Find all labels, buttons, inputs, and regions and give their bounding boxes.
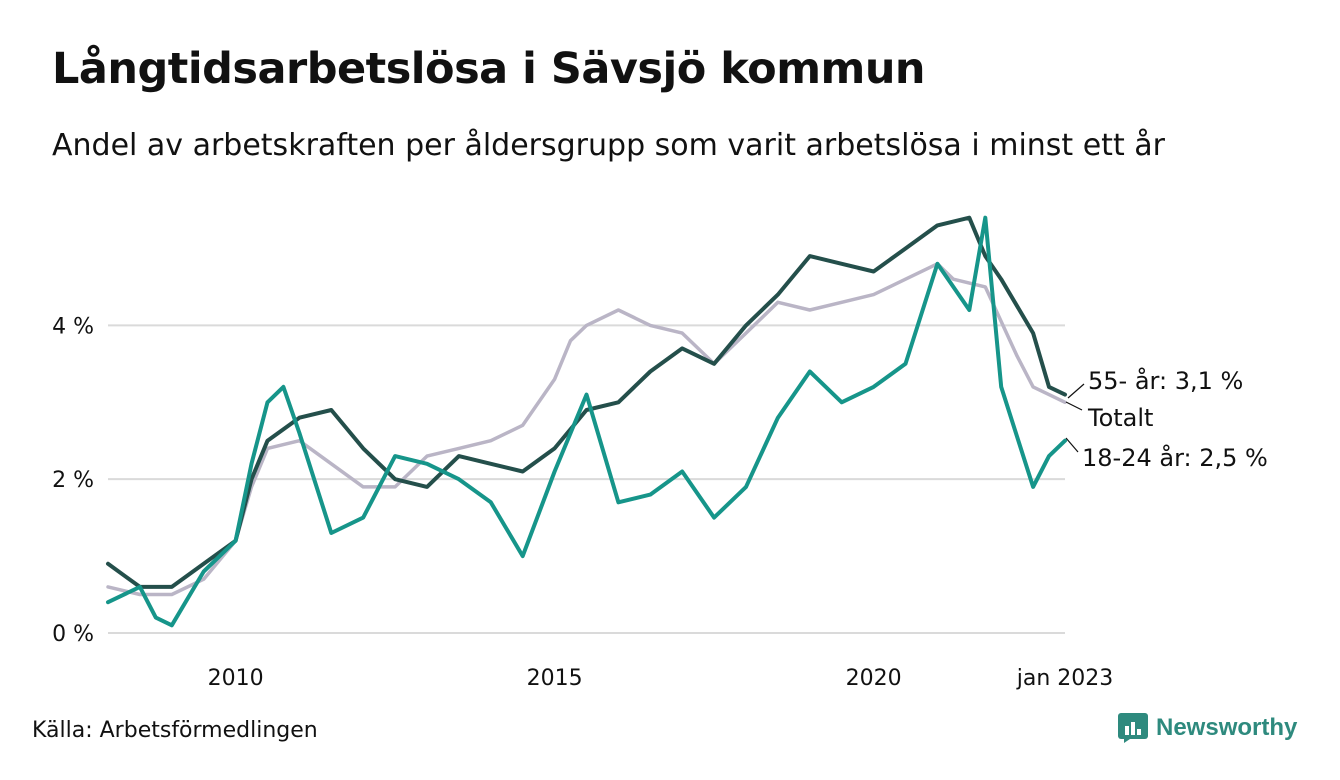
chart-subtitle: Andel av arbetskraften per åldersgrupp s…	[52, 128, 1165, 163]
end-label-age55: 55- år: 3,1 %	[1088, 366, 1243, 395]
brand-name: Newsworthy	[1156, 714, 1298, 741]
y-tick-label: 2 %	[52, 468, 94, 493]
line-chart: 0 % 2 % 4 % 2010 2015 2020 jan 2023 Totalt 55- å…	[52, 215, 1268, 691]
newsworthy-logo-icon	[1118, 713, 1148, 743]
end-label-leader	[1067, 383, 1085, 399]
end-label-age18_24: 18-24 år: 2,5 %	[1082, 443, 1268, 472]
brand-logo: Newsworthy	[1118, 713, 1297, 743]
series-line-age55	[106, 215, 1067, 589]
x-tick-label: 2015	[527, 666, 583, 691]
end-label-total: Totalt	[1087, 404, 1153, 432]
x-tick-label: 2020	[846, 666, 902, 691]
y-tick-label: 4 %	[52, 314, 94, 339]
y-tick-label: 0 %	[52, 622, 94, 647]
series-line-age18_24	[106, 215, 1067, 628]
x-tick-label: 2010	[208, 666, 264, 691]
end-label-leader	[1065, 437, 1079, 453]
end-label-leader	[1065, 401, 1083, 411]
chart-title: Långtidsarbetslösa i Sävsjö kommun	[52, 44, 926, 94]
source-note: Källa: Arbetsförmedlingen	[32, 718, 318, 743]
x-tick-label: jan 2023	[1016, 666, 1114, 691]
